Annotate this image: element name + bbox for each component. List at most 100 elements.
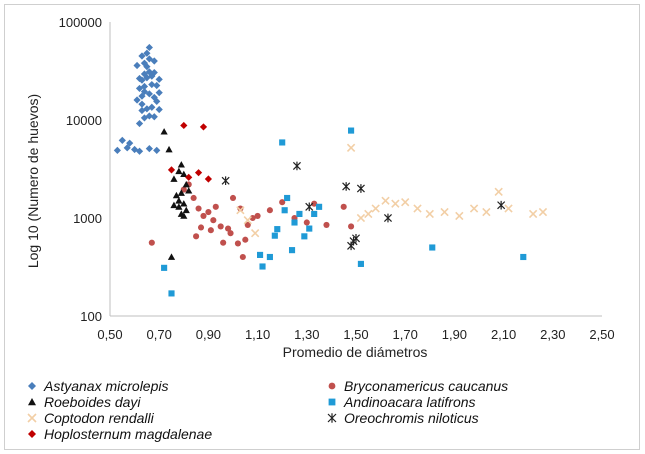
point-bryconamericus-caucanus (148, 239, 155, 246)
point-andinoacara-latifrons (257, 251, 264, 258)
point-astyanax-microlepis (140, 82, 149, 91)
point-astyanax-microlepis (145, 90, 153, 98)
legend-item-bryconamericus-caucanus: Bryconamericus caucanus (326, 378, 508, 394)
point-roeboides-dayi (180, 212, 188, 219)
point-astyanax-microlepis (143, 49, 151, 57)
y-tick-labels: 100 1000 10000 100000 (59, 15, 102, 324)
point-bryconamericus-caucanus (303, 219, 310, 226)
point-roeboides-dayi (175, 167, 183, 175)
legend-marker-star-icon (327, 413, 337, 423)
legend-marker-diamond-icon (28, 430, 36, 438)
point-roeboides-dayi (167, 253, 176, 260)
legend-label: Coptodon rendalli (44, 410, 154, 426)
point-roeboides-dayi (177, 189, 185, 196)
point-astyanax-microlepis (145, 112, 153, 120)
point-andinoacara-latifrons (429, 244, 436, 251)
point-coptodon-rendalli (371, 204, 380, 213)
point-coptodon-rendalli (440, 207, 449, 217)
point-bryconamericus-caucanus (212, 203, 219, 210)
x-axis-label: Promedio de diámetros (283, 344, 428, 360)
point-roeboides-dayi (170, 201, 178, 209)
point-coptodon-rendalli (243, 216, 252, 225)
legend-marker-triangle-icon (28, 398, 36, 406)
x-tick-label: 1,30 (294, 327, 319, 342)
legend-item-oreochromis-niloticus: Oreochromis niloticus (326, 410, 479, 426)
chart-legend: Astyanax microlepis Bryconamericus caucan… (26, 378, 626, 444)
x-tick-labels: 0,50 0,70 0,90 1,10 1,30 1,50 1,70 1,90 2,10 2,30… (97, 327, 614, 342)
point-coptodon-rendalli (364, 209, 373, 219)
point-coptodon-rendalli (425, 209, 434, 219)
point-andinoacara-latifrons (281, 207, 288, 214)
point-astyanax-microlepis (135, 119, 144, 128)
point-andinoacara-latifrons (306, 225, 313, 232)
point-bryconamericus-caucanus (323, 221, 330, 228)
point-hoplosternum-magdalenae (199, 123, 208, 131)
point-astyanax-microlepis (135, 74, 144, 83)
legend-item-hoplosternum-magdalenae: Hoplosternum magdalenae (26, 426, 212, 442)
x-tick-label: 1,70 (393, 327, 418, 342)
point-coptodon-rendalli (538, 207, 548, 217)
legend-marker-circle-icon (328, 382, 336, 390)
plot-points (113, 43, 548, 297)
point-bryconamericus-caucanus (279, 199, 286, 206)
point-oreochromis-niloticus (383, 213, 393, 223)
legend-label: Oreochromis niloticus (344, 410, 479, 426)
x-tick-label: 0,90 (196, 327, 221, 342)
legend-label: Bryconamericus caucanus (344, 378, 509, 394)
point-andinoacara-latifrons (301, 233, 308, 240)
point-andinoacara-latifrons (266, 253, 273, 261)
point-astyanax-microlepis (133, 96, 141, 104)
point-astyanax-microlepis (138, 52, 146, 60)
point-andinoacara-latifrons (316, 203, 323, 210)
point-bryconamericus-caucanus (234, 240, 241, 247)
point-andinoacara-latifrons (259, 263, 266, 270)
point-oreochromis-niloticus (356, 184, 365, 193)
legend-item-roeboides-dayi: Roeboides dayi (26, 394, 141, 410)
point-roeboides-dayi (180, 170, 188, 178)
point-andinoacara-latifrons (291, 219, 298, 226)
point-astyanax-microlepis (123, 144, 131, 152)
point-andinoacara-latifrons (274, 226, 281, 233)
point-oreochromis-niloticus (221, 176, 230, 186)
legend-label: Astyanax microlepis (44, 378, 169, 394)
point-roeboides-dayi (180, 200, 188, 207)
point-roeboides-dayi (185, 187, 193, 194)
point-oreochromis-niloticus (292, 161, 301, 171)
x-tick-label: 2,30 (540, 327, 565, 342)
point-coptodon-rendalli (346, 143, 356, 152)
point-hoplosternum-magdalenae (185, 173, 193, 181)
point-bryconamericus-caucanus (340, 203, 347, 210)
point-coptodon-rendalli (413, 204, 422, 213)
point-oreochromis-niloticus (305, 202, 314, 212)
point-coptodon-rendalli (494, 187, 503, 196)
point-roeboides-dayi (165, 145, 173, 153)
y-tick-label: 1000 (73, 211, 102, 226)
point-andinoacara-latifrons (284, 194, 291, 202)
point-astyanax-microlepis (145, 43, 153, 52)
point-astyanax-microlepis (153, 81, 161, 90)
point-astyanax-microlepis (155, 75, 163, 83)
x-tick-label: 1,10 (245, 327, 270, 342)
point-bryconamericus-caucanus (210, 217, 217, 224)
point-coptodon-rendalli (504, 204, 513, 213)
point-hoplosternum-magdalenae (180, 121, 188, 130)
legend-item-astyanax-microlepis: Astyanax microlepis (26, 378, 169, 394)
point-andinoacara-latifrons (271, 232, 278, 239)
x-tick-label: 2,10 (491, 327, 516, 342)
point-bryconamericus-caucanus (193, 233, 200, 240)
point-andinoacara-latifrons (168, 290, 175, 297)
point-roeboides-dayi (172, 191, 181, 199)
point-andinoacara-latifrons (279, 139, 286, 146)
point-andinoacara-latifrons (288, 247, 296, 254)
point-astyanax-microlepis (140, 87, 149, 96)
point-coptodon-rendalli (391, 199, 400, 208)
y-axis-label: Log 10 (Numero de huevos) (25, 94, 41, 268)
point-roeboides-dayi (177, 161, 185, 168)
point-bryconamericus-caucanus (217, 223, 224, 230)
point-bryconamericus-caucanus (195, 205, 202, 212)
point-coptodon-rendalli (381, 196, 390, 205)
point-astyanax-microlepis (150, 68, 158, 77)
x-tick-label: 0,50 (97, 327, 122, 342)
point-astyanax-microlepis (153, 146, 161, 154)
point-astyanax-microlepis (155, 105, 163, 114)
